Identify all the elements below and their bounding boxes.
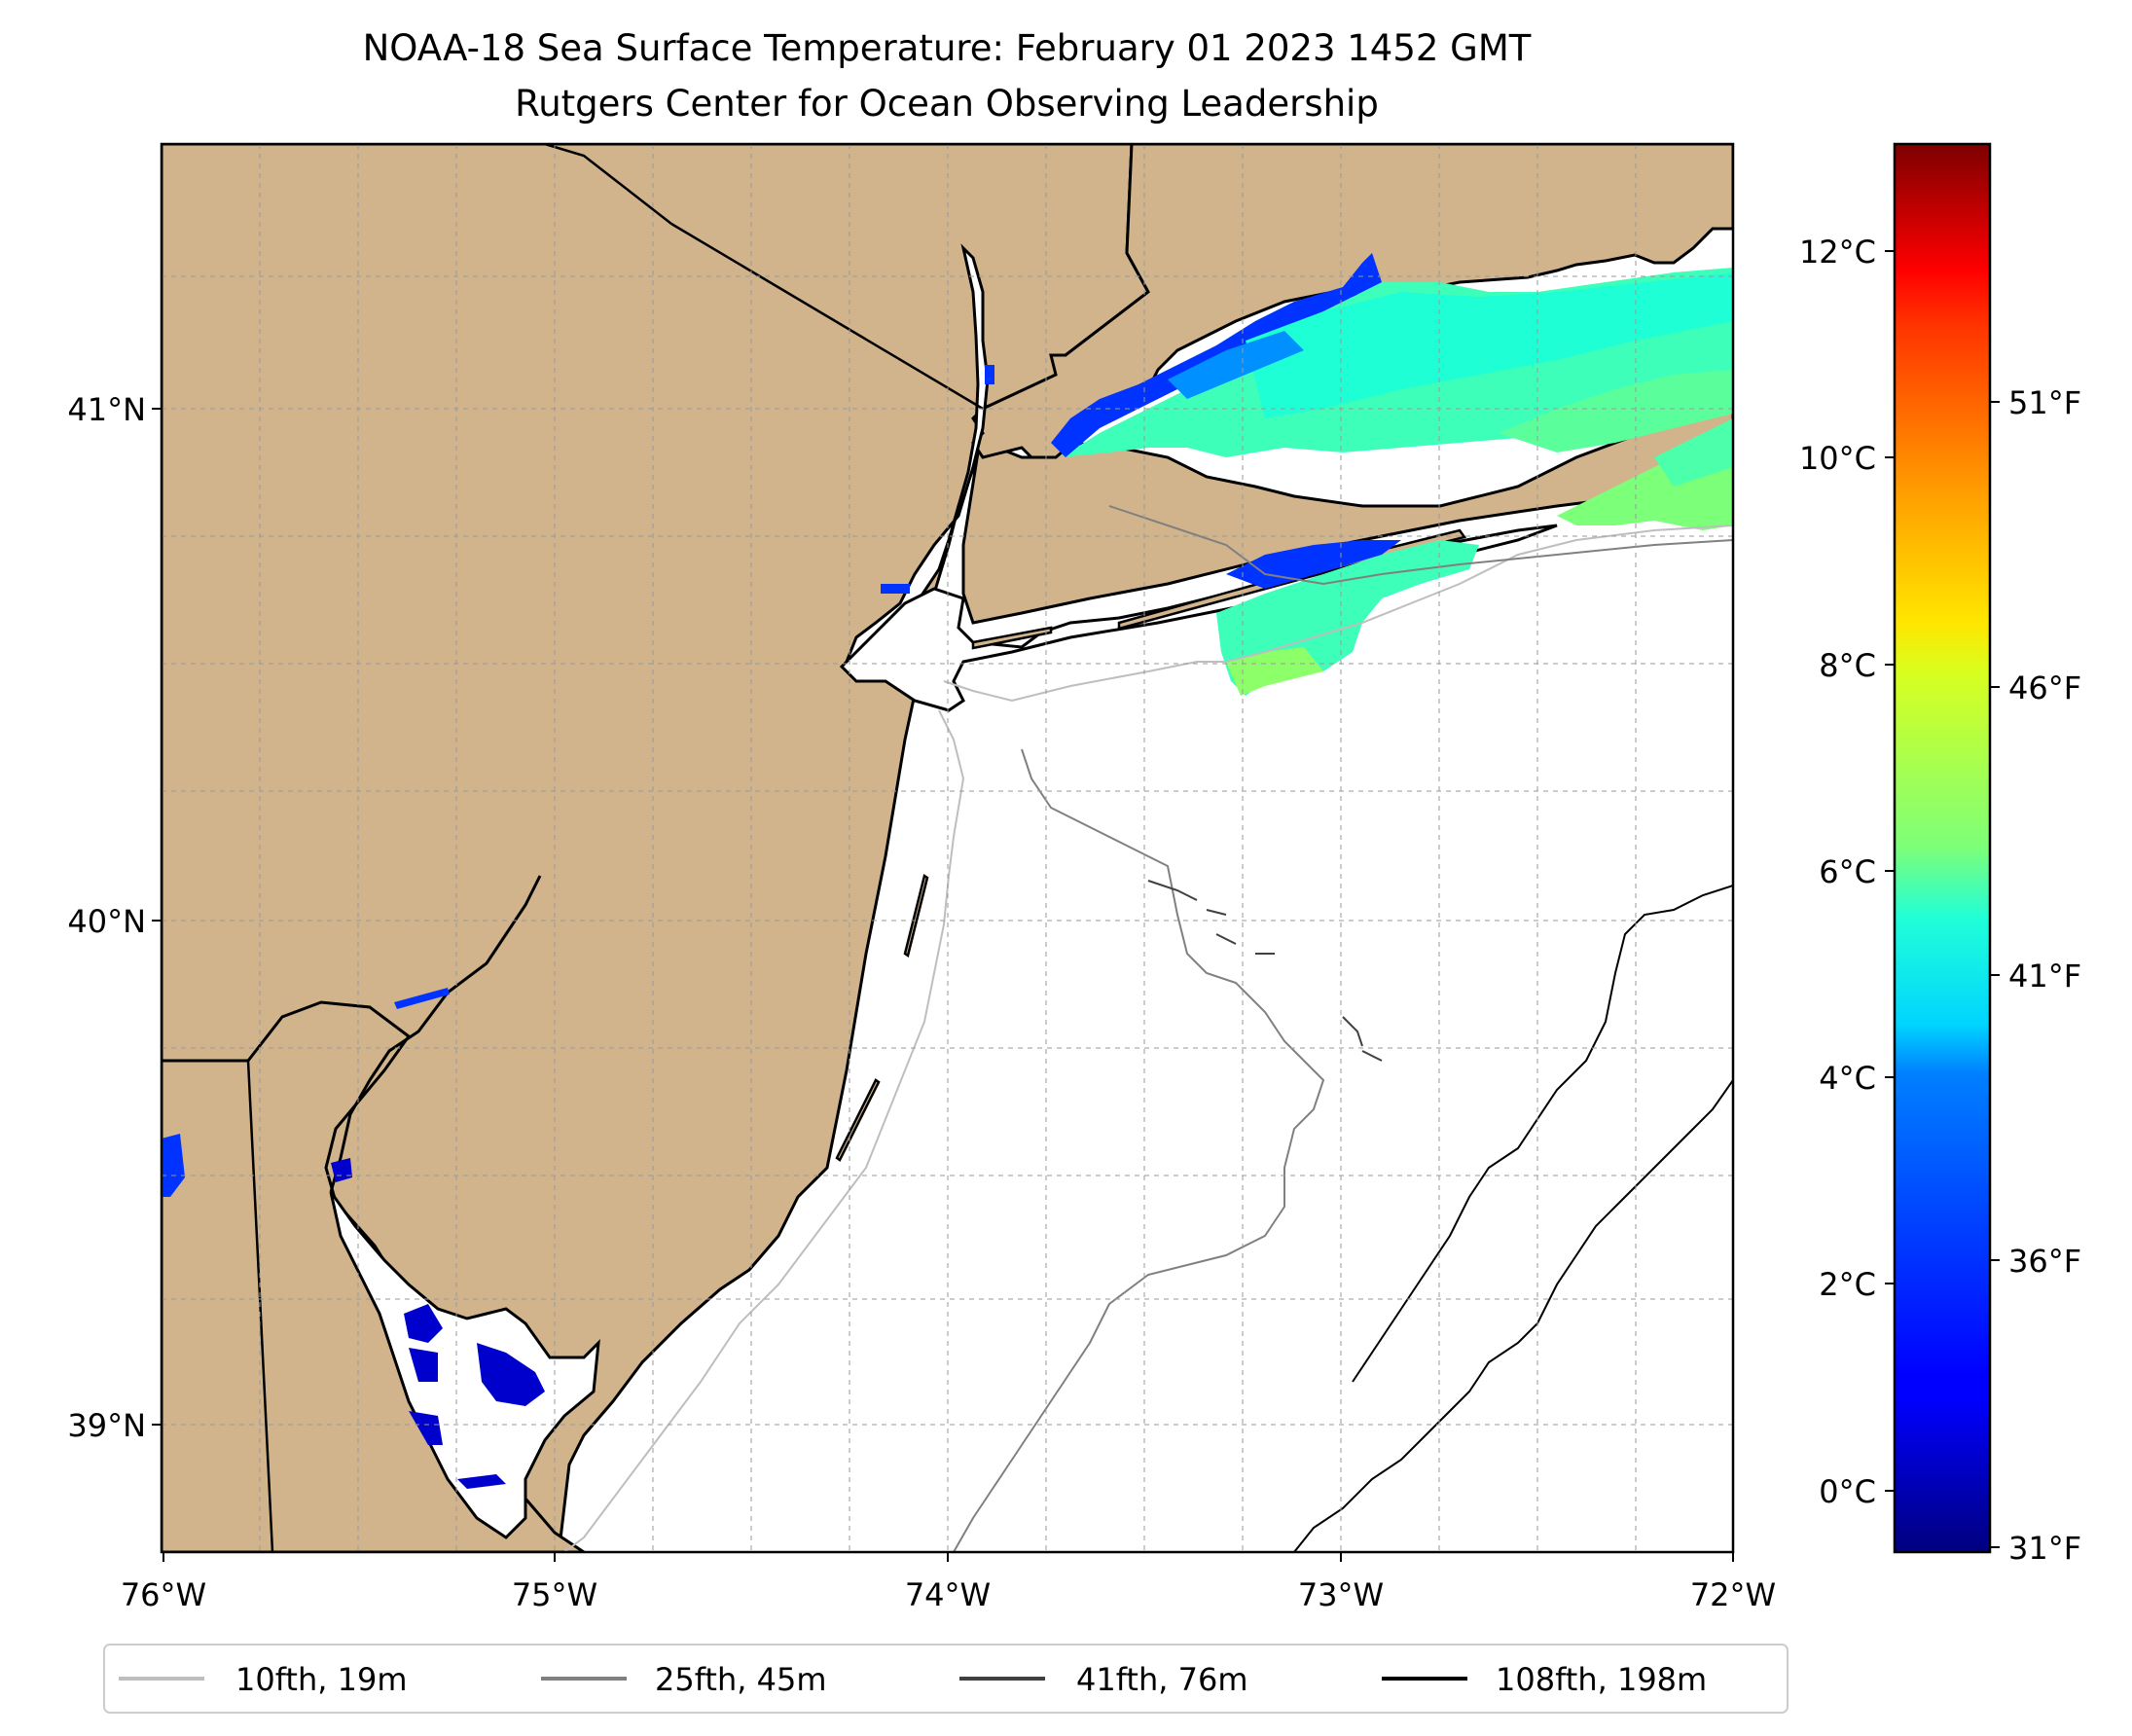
isobath-10fth bbox=[563, 524, 1733, 1552]
legend-label-41fth: 41fth, 76m bbox=[1076, 1661, 1247, 1698]
lat-label-40n: 40°N bbox=[67, 903, 146, 940]
colorbar bbox=[1893, 142, 1992, 1554]
lon-axis bbox=[163, 1552, 1734, 1562]
colorbar-f-46: 46°F bbox=[2008, 669, 2081, 706]
sst-patch-delaware-bay-5 bbox=[457, 1474, 506, 1489]
lat-label-39n: 39°N bbox=[67, 1407, 146, 1444]
isobath-legend: 10fth, 19m 25fth, 45m 41fth, 76m 108fth,… bbox=[103, 1644, 1789, 1714]
sst-patch-delaware-bay-4 bbox=[477, 1343, 545, 1406]
sst-patch-east-shelf-green bbox=[1654, 418, 1733, 487]
sst-patch-sound-mid bbox=[1246, 272, 1733, 418]
lon-label-73w: 73°W bbox=[1298, 1576, 1384, 1613]
colorbar-fahrenheit-ticks bbox=[1990, 401, 2000, 1548]
colorbar-c-12: 12°C bbox=[1799, 234, 1876, 271]
legend-label-25fth: 25fth, 45m bbox=[655, 1661, 826, 1698]
sst-patch-delaware-bay-6 bbox=[331, 1158, 352, 1182]
colorbar-f-41: 41°F bbox=[2008, 958, 2081, 995]
colorbar-f-31: 31°F bbox=[2008, 1530, 2081, 1567]
colorbar-c-10: 10°C bbox=[1799, 440, 1876, 477]
sst-patch-sound-blue-mid bbox=[1168, 331, 1304, 399]
barrier-island-nj-south bbox=[835, 1078, 881, 1162]
lon-label-76w: 76°W bbox=[121, 1576, 206, 1613]
colorbar-c-2: 2°C bbox=[1819, 1266, 1876, 1303]
lon-label-74w: 74°W bbox=[905, 1576, 991, 1613]
sst-patch-delaware-bay-3 bbox=[409, 1411, 443, 1445]
legend-label-10fth: 10fth, 19m bbox=[235, 1661, 407, 1698]
legend-box bbox=[103, 1644, 1789, 1714]
title-line-1: NOAA-18 Sea Surface Temperature: Februar… bbox=[363, 27, 1532, 69]
colorbar-f-51: 51°F bbox=[2008, 384, 2081, 421]
title-line-2: Rutgers Center for Ocean Observing Leade… bbox=[515, 83, 1379, 125]
sst-patch-delaware-river bbox=[394, 988, 450, 1009]
sst-data bbox=[162, 253, 1733, 1489]
sst-patch-peconic bbox=[1499, 370, 1733, 452]
lat-axis bbox=[152, 408, 162, 1426]
gridlines bbox=[162, 144, 1733, 1552]
sst-patch-delaware-bay-2 bbox=[409, 1348, 438, 1382]
colorbar-c-0: 0°C bbox=[1819, 1473, 1876, 1510]
barrier-island-nj bbox=[903, 873, 929, 958]
isobath-41fth bbox=[1147, 880, 1383, 1062]
delaware-river bbox=[329, 875, 542, 1193]
sst-patch-south-shore-cold bbox=[1226, 540, 1401, 589]
state-boundary-nj-pa-north bbox=[544, 144, 672, 225]
state-boundary-pa-de bbox=[162, 1059, 274, 1552]
sst-patch-hudson bbox=[985, 365, 994, 384]
colorbar-f-36: 36°F bbox=[2008, 1243, 2081, 1280]
isobaths bbox=[563, 505, 1733, 1552]
legend-label-108fth: 108fth, 198m bbox=[1496, 1661, 1707, 1698]
sst-patch-south-shore-warm bbox=[1226, 647, 1323, 696]
colorbar-celsius-ticks bbox=[1885, 250, 1895, 1492]
colorbar-c-8: 8°C bbox=[1819, 647, 1876, 684]
lat-label-41n: 41°N bbox=[67, 391, 146, 428]
sst-patch-west-edge bbox=[162, 1134, 185, 1197]
map-panel bbox=[162, 144, 1733, 1552]
delaware-bay bbox=[329, 1191, 600, 1539]
sst-patch-harbor bbox=[881, 584, 910, 594]
isobath-25fth bbox=[953, 505, 1733, 1552]
lon-label-72w: 72°W bbox=[1690, 1576, 1776, 1613]
lon-label-75w: 75°W bbox=[512, 1576, 597, 1613]
colorbar-c-4: 4°C bbox=[1819, 1060, 1876, 1097]
state-boundary-ny-nj bbox=[670, 222, 984, 411]
barrier-island-li bbox=[971, 626, 1053, 650]
sst-patch-delaware-bay-1 bbox=[404, 1304, 443, 1343]
colorbar-c-6: 6°C bbox=[1819, 853, 1876, 890]
